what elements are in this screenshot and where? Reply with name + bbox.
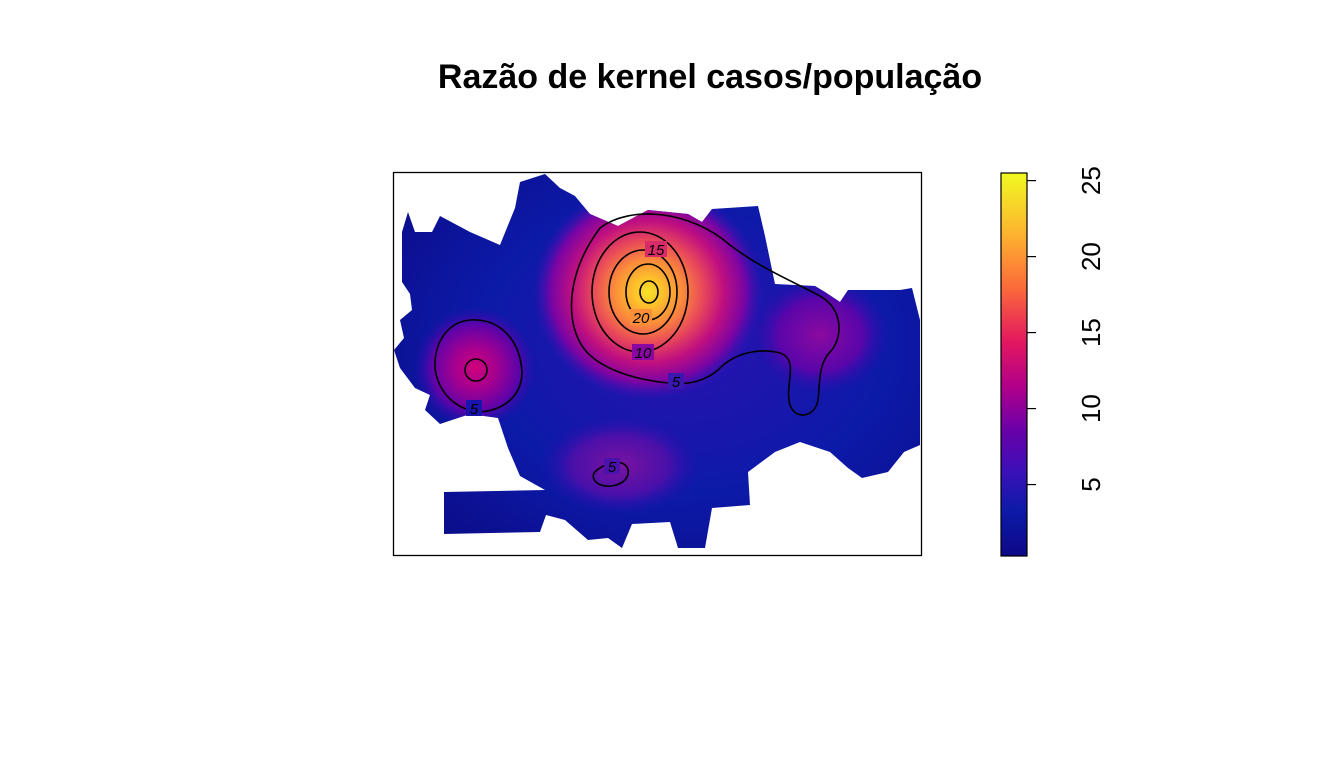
contour-label-5-west: 5 [470,401,479,418]
contour-lines [434,213,840,487]
legend-tick-label-15: 15 [1076,318,1106,347]
legend-bar [1000,172,1028,557]
contour-25 [639,280,659,304]
color-legend: 5 10 15 20 25 [1000,166,1106,557]
contour-label-10: 10 [635,345,652,362]
legend-tick-label-25: 25 [1076,166,1106,195]
legend-ticks: 5 10 15 20 25 [1027,166,1106,492]
hotspot-north-central [533,184,763,400]
contour-labels: 5 5 5 10 15 20 [466,241,684,476]
legend-tick-label-10: 10 [1076,394,1106,423]
contour-5-south [592,461,629,487]
contour-15 [608,249,678,335]
chart-title: Razão de kernel casos/população [437,58,983,96]
hotspot-east [750,275,890,395]
contour-5-main [570,213,840,416]
contour-label-15: 15 [648,242,665,259]
contour-label-5-south: 5 [608,459,617,476]
hotspot-west [413,306,537,430]
contour-west-inner [464,358,488,382]
contour-label-5-main: 5 [672,374,681,391]
legend-tick-label-20: 20 [1076,242,1106,271]
contour-label-20: 20 [632,310,650,327]
legend-tick-label-5: 5 [1076,477,1106,491]
